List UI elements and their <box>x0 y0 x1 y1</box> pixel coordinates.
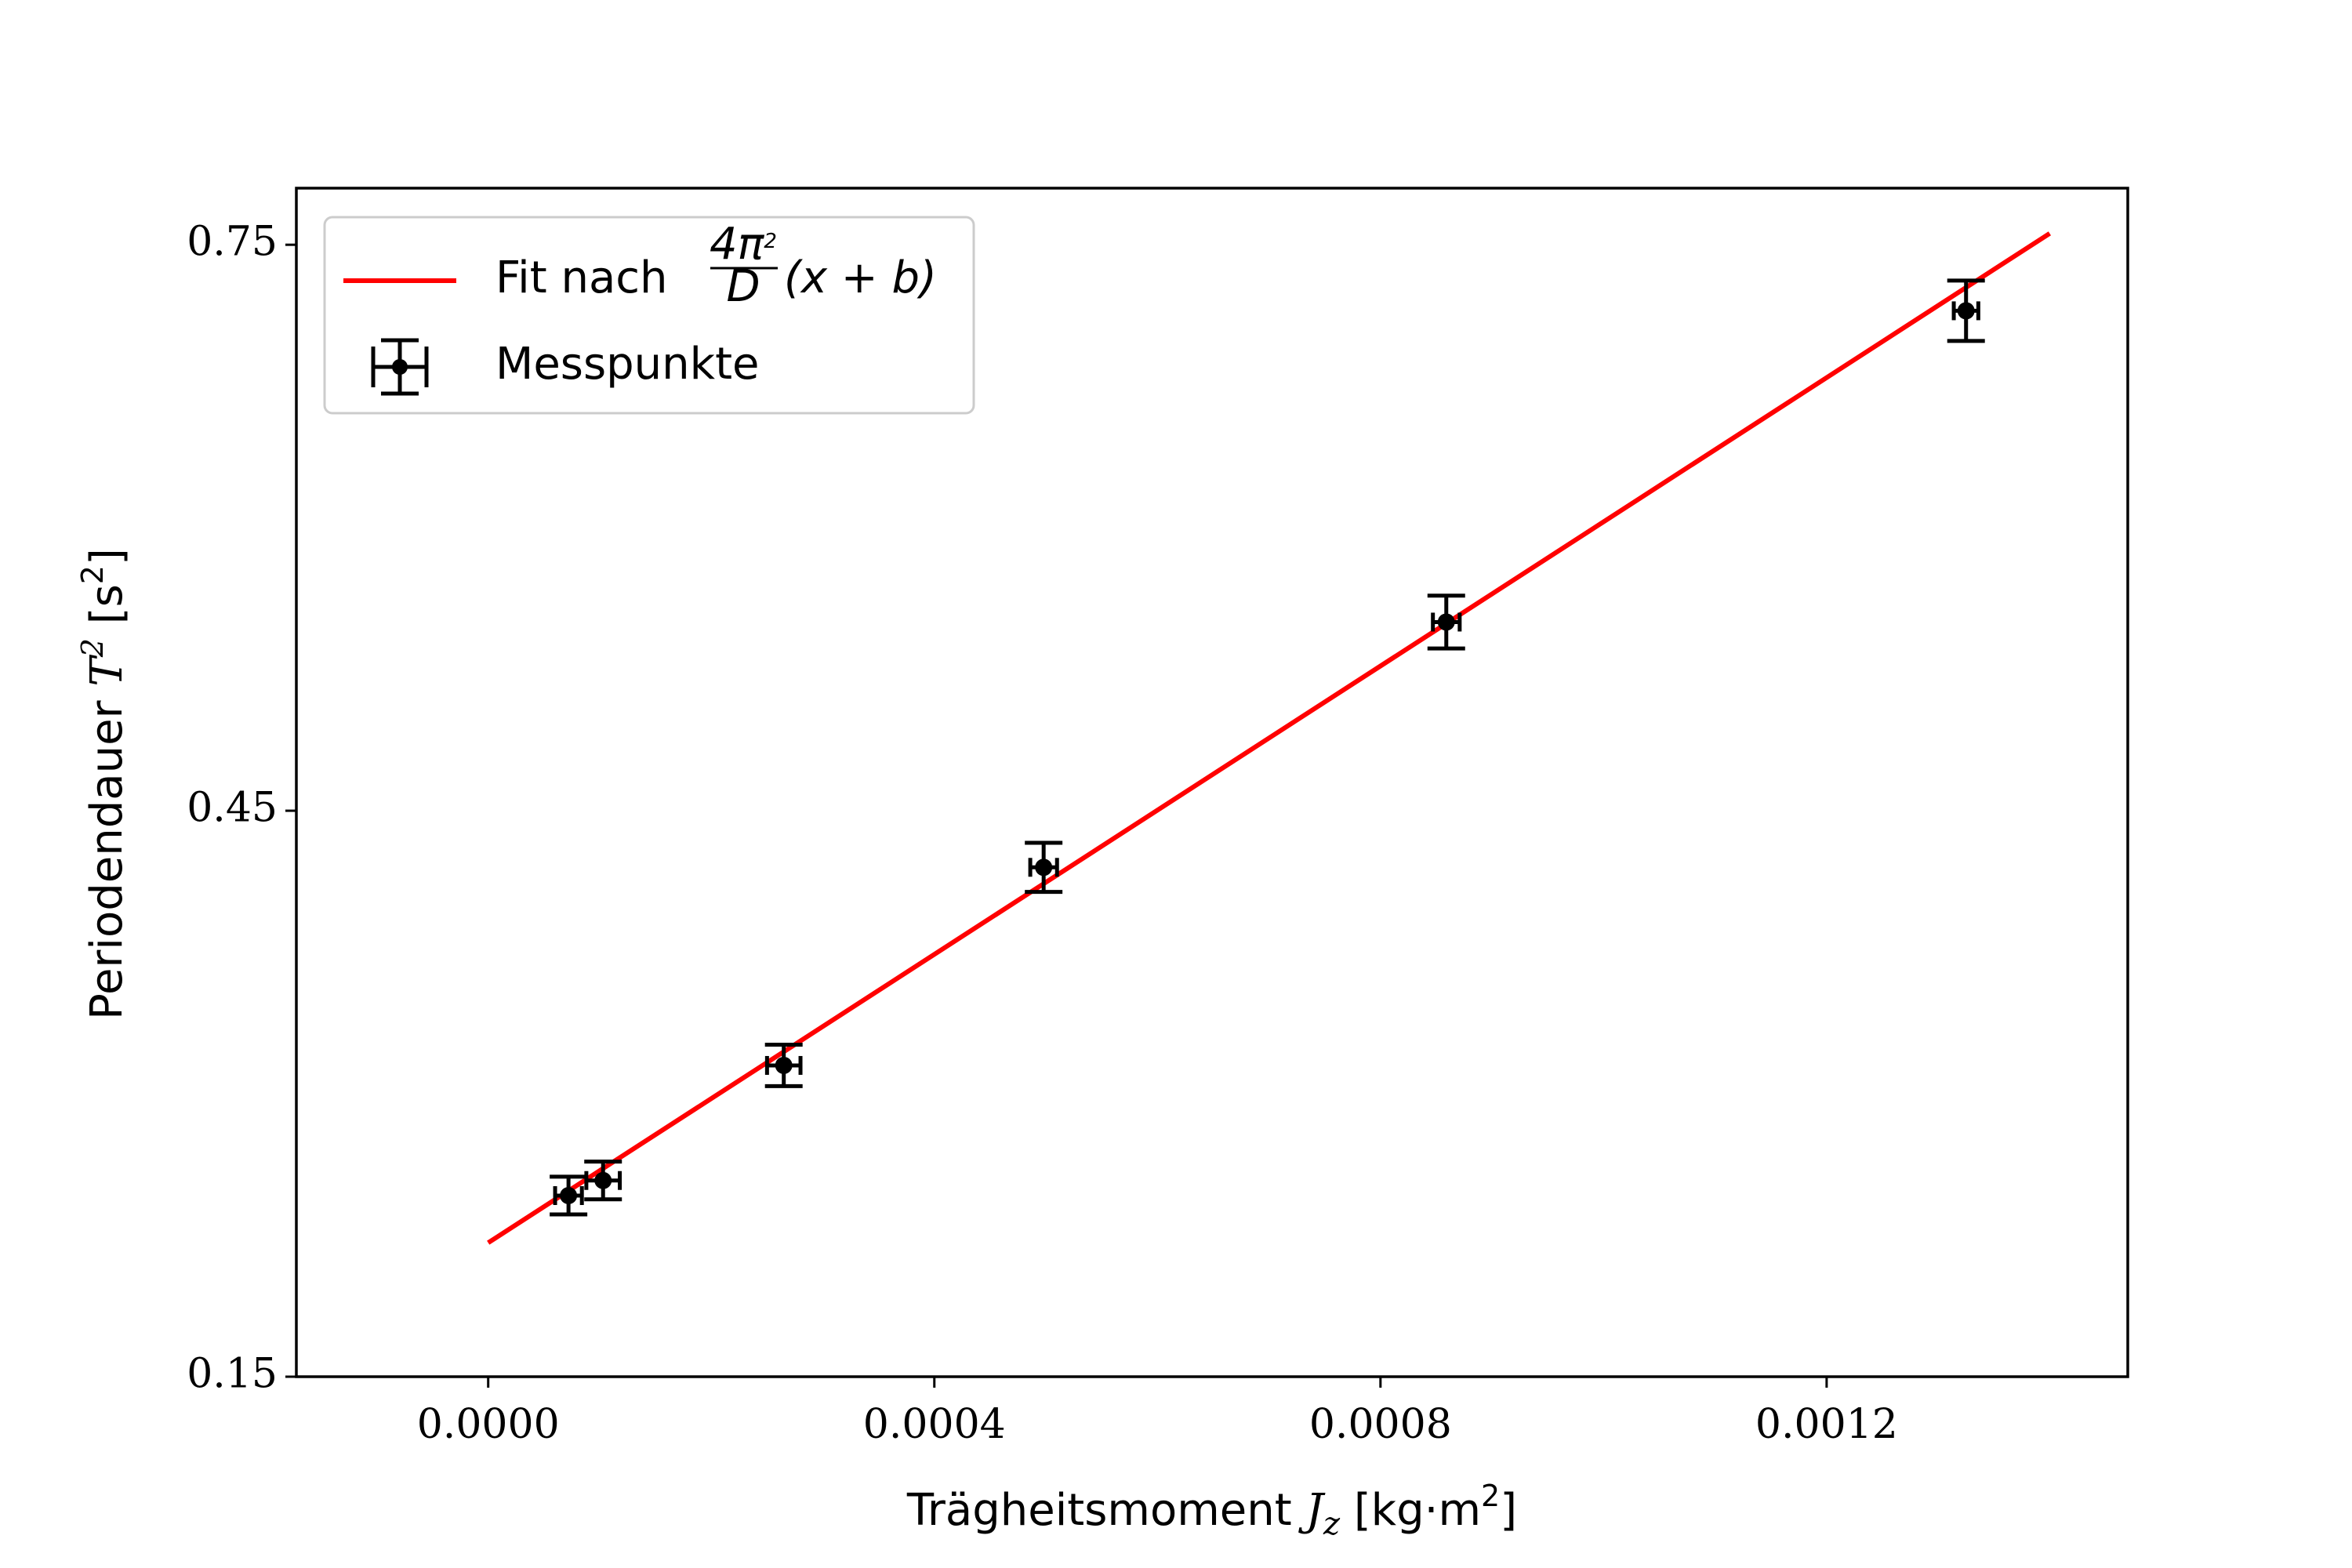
data-point-marker <box>1957 302 1975 320</box>
y-axis-label: Periodendauer T2 [s2] <box>75 548 132 1020</box>
fit-layer <box>487 231 2052 1245</box>
x-axis-label: Trägheitsmoment Jz [kg·m2] <box>906 1479 1517 1542</box>
points-layer <box>550 278 1985 1217</box>
ticks-layer: 0.0000 0.0004 0.0008 0.0012 0.15 0.45 0.75 <box>187 219 1898 1448</box>
data-point-marker <box>1035 858 1053 877</box>
x-tick-label: 0.0008 <box>1309 1401 1452 1448</box>
plot-frame <box>295 187 2129 1378</box>
data-point <box>1025 840 1063 895</box>
data-point-marker <box>1437 613 1455 631</box>
legend-fit-formula-tail: (x + b) <box>784 252 937 303</box>
x-tick-label: 0.0000 <box>417 1401 560 1448</box>
x-tick-label: 0.0004 <box>863 1401 1006 1448</box>
legend: Fit nach 4π2 D (x + b) Messpunkte <box>323 216 975 415</box>
legend-fit-fraction-numerator: 4π2 <box>710 219 777 270</box>
data-point-marker <box>560 1186 578 1204</box>
fit-line <box>487 231 2052 1245</box>
y-tick-label: 0.75 <box>187 219 278 266</box>
y-tick-label: 0.45 <box>187 785 278 832</box>
data-point <box>764 1042 803 1088</box>
x-tick-label: 0.0012 <box>1755 1401 1898 1448</box>
data-point <box>1947 278 1985 343</box>
y-tick-label: 0.15 <box>187 1351 278 1398</box>
legend-fit-label: Fit nach <box>495 252 668 303</box>
data-point <box>550 1174 588 1217</box>
data-point-marker <box>775 1056 793 1074</box>
legend-box <box>323 216 975 415</box>
legend-points-label: Messpunkte <box>495 339 760 390</box>
data-point <box>584 1160 622 1202</box>
legend-points-swatch <box>371 338 429 396</box>
data-point-marker <box>594 1171 612 1189</box>
data-point <box>1427 593 1465 651</box>
legend-fit-fraction-denominator: D <box>726 261 760 312</box>
